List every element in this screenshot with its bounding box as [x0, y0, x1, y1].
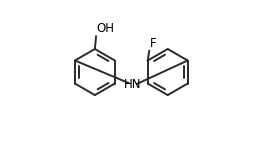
Text: OH: OH — [96, 22, 114, 35]
Text: F: F — [150, 37, 156, 50]
Text: HN: HN — [124, 78, 141, 91]
